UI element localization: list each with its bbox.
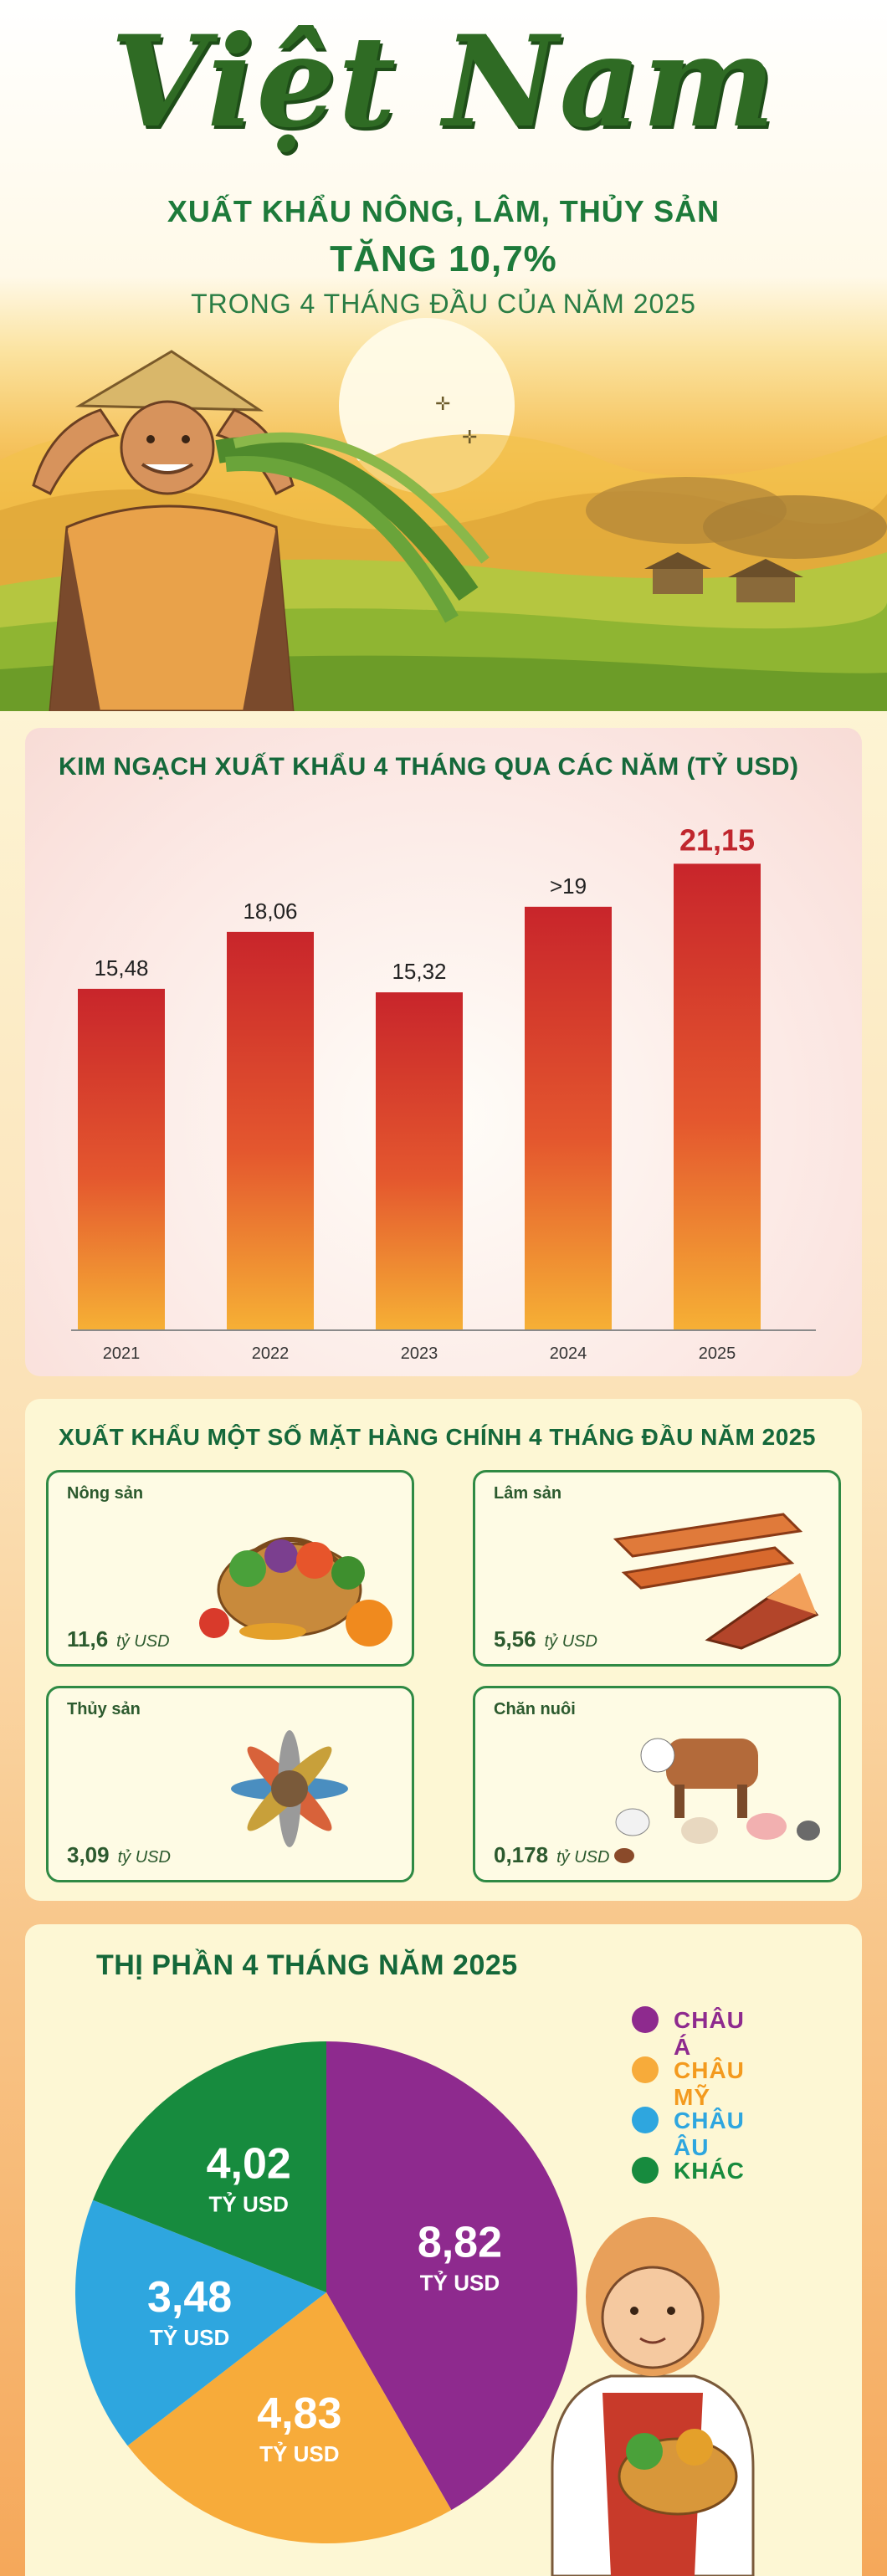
bar-2023: [376, 992, 463, 1330]
market-share-panel: THỊ PHẦN 4 THÁNG NĂM 2025 8,82 TỶ USD 4,83…: [25, 1924, 862, 2576]
pie-chart-title: THỊ PHẦN 4 THÁNG NĂM 2025: [96, 1949, 518, 1981]
bar-value-label: 18,06: [243, 899, 297, 924]
headline-growth: TĂNG 10,7%: [330, 238, 557, 279]
bar-2025: [674, 863, 761, 1330]
pie-slice: [127, 2292, 452, 2543]
legend-label: CHÂU MỸ: [674, 2057, 745, 2110]
farmer-landscape-illustration: [0, 318, 887, 711]
product-name: Thủy sản: [67, 1700, 141, 1718]
legend-swatch: [632, 2006, 659, 2033]
sparkle-icon: ✛: [435, 393, 451, 414]
legend-label: KHÁC: [674, 2158, 745, 2184]
legend-swatch: [632, 2056, 659, 2083]
vegetable-basket-icon: [199, 1537, 392, 1646]
bar-chart-title: KIM NGẠCH XUẤT KHẨU 4 THÁNG QUA CÁC NĂM …: [59, 753, 799, 781]
legend-label: CHÂU ÂU: [674, 2107, 745, 2160]
pie-chart: 8,82 TỶ USD 4,83 TỶ USD 3,48 TỶ USD 4,02 TỶ USD: [75, 2041, 755, 2576]
livestock-icon: [614, 1738, 820, 1863]
product-card-seafood: Thủy sản 3,09 tỷ USD: [46, 1686, 414, 1882]
pie-value-label: 4,83: [257, 2389, 341, 2438]
hero-banner: Việt Nam XUẤT KHẨU NÔNG, LÂM, THỦY SẢN T…: [0, 0, 887, 711]
pie-unit-label: TỶ USD: [150, 2325, 229, 2350]
bar-2024: [525, 906, 612, 1330]
legend-swatch: [632, 2157, 659, 2184]
x-tick-label: 2022: [252, 1344, 290, 1363]
pie-unit-label: TỶ USD: [259, 2441, 339, 2466]
product-name: Nông sản: [67, 1484, 144, 1503]
products-title: XUẤT KHẨU MỘT SỐ MẶT HÀNG CHÍNH 4 THÁNG …: [59, 1424, 816, 1450]
x-tick-label: 2021: [103, 1344, 141, 1363]
pie-value-label: 8,82: [418, 2218, 502, 2266]
sparkle-icon: ✛: [462, 427, 478, 448]
export-value-chart-panel: KIM NGẠCH XUẤT KHẨU 4 THÁNG QUA CÁC NĂM …: [25, 728, 862, 1376]
brand-title: Việt Nam: [110, 8, 777, 156]
product-value: 5,56 tỷ USD: [494, 1626, 597, 1652]
bar-2021: [78, 988, 165, 1330]
pie-value-label: 3,48: [147, 2273, 232, 2322]
product-name: Chăn nuôi: [494, 1700, 576, 1718]
product-value: 11,6 tỷ USD: [67, 1626, 170, 1652]
pie-slice: [75, 2200, 326, 2446]
bar-2022: [227, 931, 314, 1330]
pie-unit-label: TỶ USD: [420, 2270, 500, 2295]
pie-value-label: 4,02: [207, 2140, 291, 2189]
pie-slice: [326, 2041, 577, 2511]
bar-value-label: 15,32: [392, 959, 446, 984]
fish-icon: [231, 1730, 348, 1847]
headline-period: TRONG 4 THÁNG ĐẦU CỦA NĂM 2025: [191, 289, 696, 319]
bar-value-label: 15,48: [94, 955, 148, 981]
legend-label: CHÂU Á: [674, 2007, 745, 2060]
pie-unit-label: TỶ USD: [209, 2192, 289, 2217]
product-value: 3,09 tỷ USD: [67, 1842, 171, 1867]
farmer-woman-illustration: [551, 2217, 755, 2576]
product-card-livestock: Chăn nuôi 0,178 tỷ USD: [473, 1686, 841, 1882]
bar-value-label: >19: [550, 873, 587, 899]
product-name: Lâm sản: [494, 1484, 562, 1503]
product-value: 0,178 tỷ USD: [494, 1842, 610, 1867]
timber-planks-icon: [613, 1513, 819, 1650]
bar-value-label: 21,15: [679, 822, 755, 857]
bar-chart: 15,48 2021 18,06 2022 15,32 2023 >19 2024 21,15 2…: [71, 822, 816, 1363]
x-tick-label: 2024: [550, 1344, 587, 1363]
x-tick-label: 2025: [699, 1344, 736, 1363]
product-card-forestry: Lâm sản 5,56 tỷ USD: [473, 1470, 841, 1667]
headline-line-1: XUẤT KHẨU NÔNG, LÂM, THỦY SẢN: [167, 194, 720, 228]
main-products-panel: XUẤT KHẨU MỘT SỐ MẶT HÀNG CHÍNH 4 THÁNG …: [25, 1399, 862, 1901]
pie-slice: [93, 2041, 326, 2292]
legend-swatch: [632, 2107, 659, 2133]
x-tick-label: 2023: [401, 1344, 438, 1363]
product-card-agri: Nông sản 11,6 tỷ USD: [46, 1470, 414, 1667]
